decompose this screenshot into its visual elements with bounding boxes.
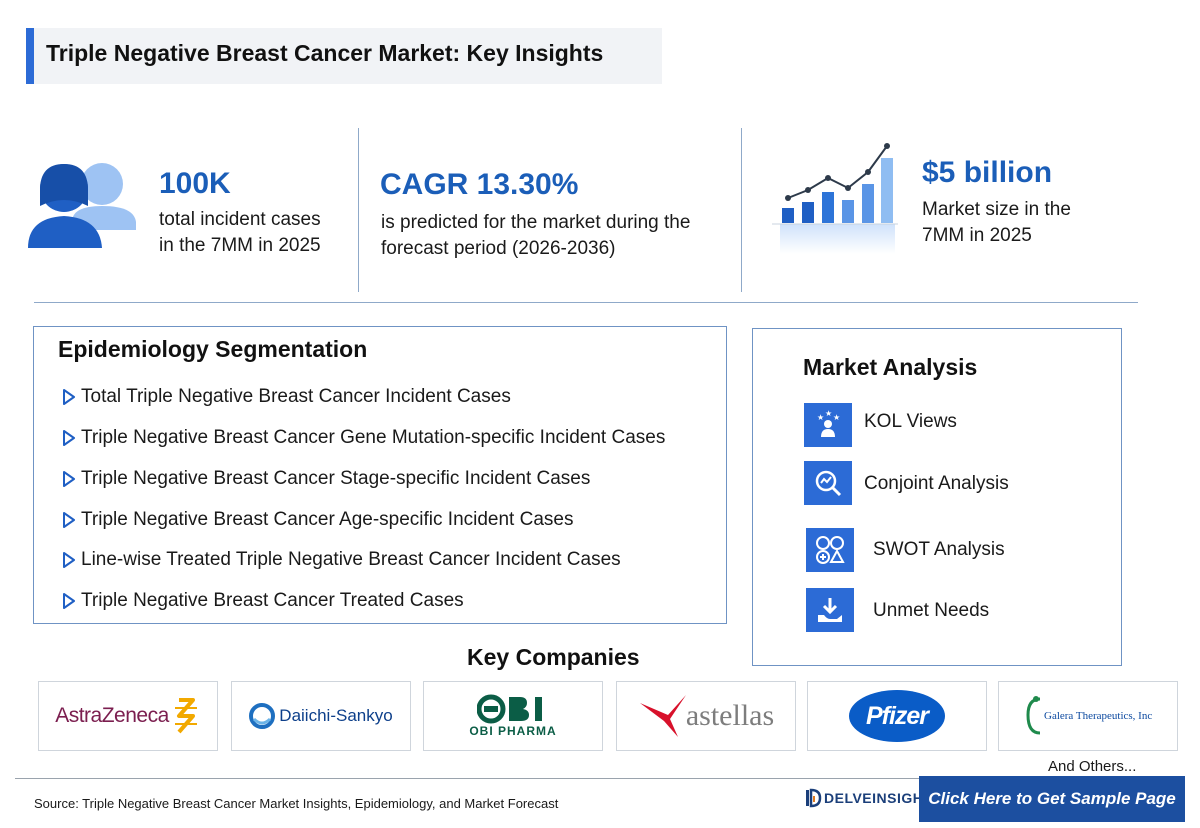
pfizer-oval: Pfizer [849, 690, 945, 742]
delveinsight-logo: DELVEINSIGHT [804, 788, 932, 808]
people-icon [28, 163, 136, 248]
pfizer-logo-text: Pfizer [865, 701, 929, 730]
daiichi-sankyo-logo-text: Daiichi-Sankyo [279, 706, 393, 725]
unmet-needs-icon [806, 588, 854, 632]
stat-incident-value: 100K [159, 167, 231, 200]
market-analysis-box [752, 328, 1122, 666]
epidemiology-item: Triple Negative Breast Cancer Age-specif… [62, 509, 573, 531]
galera-logo-text: Galera Therapeutics, Inc [1044, 710, 1153, 722]
epidemiology-item-label: Triple Negative Breast Cancer Age-specif… [81, 509, 574, 530]
astrazeneca-logo-text: AstraZeneca [55, 704, 169, 727]
company-logo-obi-pharma: OBI PHARMA [423, 681, 603, 751]
market-analysis-title: Market Analysis [803, 354, 978, 380]
page-title: Triple Negative Breast Cancer Market: Ke… [46, 40, 604, 66]
obi-pharma-symbol-icon [477, 694, 542, 724]
epidemiology-item: Line-wise Treated Triple Negative Breast… [62, 549, 621, 571]
stat-market-desc: Market size in the 7MM in 2025 [922, 197, 1071, 249]
stat-incident-desc: total incident cases in the 7MM in 2025 [159, 207, 321, 259]
daiichi-sankyo-symbol-icon [249, 703, 276, 729]
company-logo-galera: Galera Therapeutics, Inc [998, 681, 1178, 751]
astellas-symbol-icon [639, 695, 686, 737]
stat-incident-line: in the 7MM in 2025 [159, 235, 321, 256]
title-box [26, 28, 662, 84]
kol-views-label: KOL Views [864, 411, 957, 432]
source-text: Source: Triple Negative Breast Cancer Ma… [34, 796, 559, 811]
epidemiology-item: Total Triple Negative Breast Cancer Inci… [62, 386, 511, 408]
astrazeneca-symbol-icon [174, 698, 197, 734]
svg-text:★: ★ [825, 410, 832, 418]
stat-cagr-line: forecast period (2026-2036) [381, 238, 616, 259]
company-logo-daiichi-sankyo: Daiichi-Sankyo [231, 681, 411, 751]
astellas-logo-text: astellas [685, 699, 775, 732]
stat-market-line: Market size in the [922, 199, 1071, 220]
bullet-arrow-icon [63, 389, 75, 405]
swot-analysis-label: SWOT Analysis [873, 539, 1005, 560]
bullet-arrow-icon [63, 552, 75, 568]
company-logo-pfizer: Pfizer [807, 681, 987, 751]
and-others-text: And Others... [1048, 758, 1137, 775]
epidemiology-item-label: Total Triple Negative Breast Cancer Inci… [81, 386, 511, 407]
growth-chart-icon [772, 143, 898, 254]
divider [358, 128, 359, 292]
bullet-arrow-icon [63, 593, 75, 609]
stat-cagr-value: CAGR 13.30% [380, 168, 579, 201]
svg-text:★: ★ [833, 413, 840, 422]
stat-market-line: 7MM in 2025 [922, 225, 1032, 246]
get-sample-page-button[interactable]: Click Here to Get Sample Page [919, 776, 1185, 822]
epidemiology-title: Epidemiology Segmentation [58, 336, 368, 362]
section-divider [34, 302, 1138, 303]
unmet-needs-label: Unmet Needs [873, 600, 990, 621]
epidemiology-item: Triple Negative Breast Cancer Stage-spec… [62, 468, 590, 490]
stat-cagr-desc: is predicted for the market during the f… [381, 210, 690, 262]
conjoint-analysis-label: Conjoint Analysis [864, 473, 1009, 494]
conjoint-analysis-icon [804, 461, 852, 505]
epidemiology-item: Triple Negative Breast Cancer Gene Mutat… [62, 427, 665, 449]
svg-text:★: ★ [817, 413, 824, 422]
bullet-arrow-icon [63, 512, 75, 528]
epidemiology-item-label: Triple Negative Breast Cancer Treated Ca… [81, 590, 464, 611]
stat-cagr-line: is predicted for the market during the [381, 212, 691, 233]
footer-divider [15, 778, 920, 779]
bullet-arrow-icon [63, 471, 75, 487]
stat-incident-line: total incident cases [159, 209, 321, 230]
bullet-arrow-icon [63, 430, 75, 446]
stat-market-value: $5 billion [922, 156, 1053, 189]
galera-symbol-icon [1026, 696, 1041, 735]
epidemiology-item-label: Triple Negative Breast Cancer Gene Mutat… [81, 427, 666, 448]
epidemiology-item-label: Line-wise Treated Triple Negative Breast… [81, 549, 621, 570]
company-logo-astrazeneca: AstraZeneca [38, 681, 218, 751]
epidemiology-box [33, 326, 727, 624]
epidemiology-item-label: Triple Negative Breast Cancer Stage-spec… [81, 468, 591, 489]
company-logo-astellas: astellas [616, 681, 796, 751]
swot-analysis-icon [806, 528, 854, 572]
delveinsight-logo-text: DELVEINSIGHT [824, 790, 933, 806]
epidemiology-item: Triple Negative Breast Cancer Treated Ca… [62, 590, 464, 612]
obi-pharma-logo-text: OBI PHARMA [469, 724, 557, 738]
divider [741, 128, 742, 292]
kol-views-icon: ★ ★ ★ [804, 403, 852, 447]
key-companies-title: Key Companies [467, 644, 640, 670]
delveinsight-symbol-icon [806, 788, 822, 808]
title-accent-bar [26, 28, 34, 84]
